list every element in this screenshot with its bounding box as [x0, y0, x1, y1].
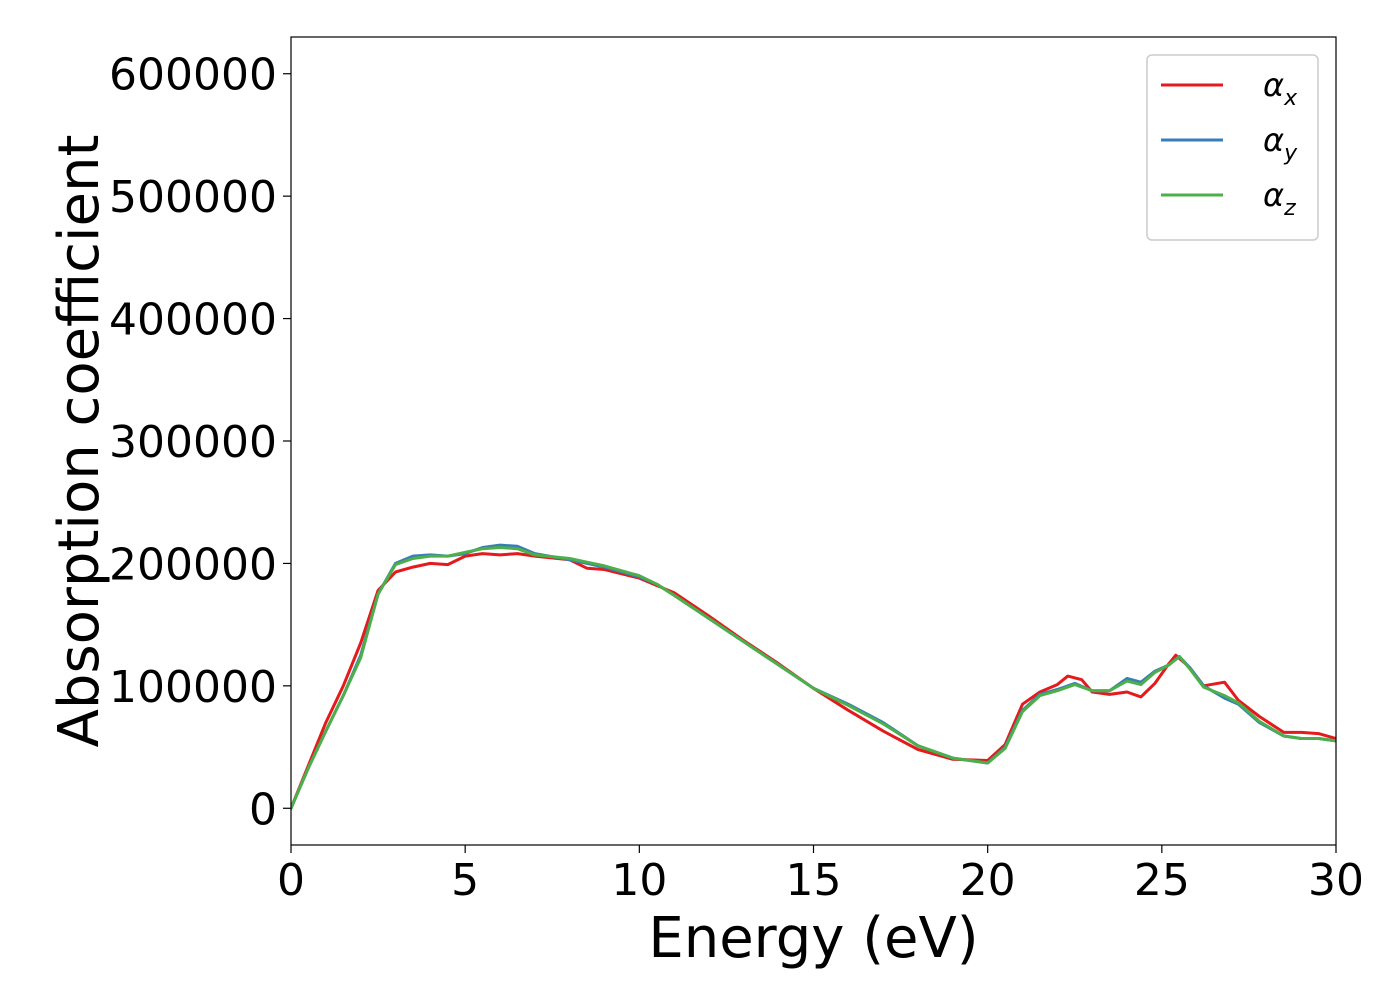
series-line-z [291, 546, 1336, 810]
x-tick-label: 5 [451, 855, 479, 906]
x-tick-label: 0 [277, 855, 305, 906]
y-tick-label: 400000 [109, 295, 277, 346]
y-tick-label: 300000 [109, 417, 277, 468]
x-tick-label: 10 [611, 855, 667, 906]
y-tick-label: 500000 [109, 172, 277, 223]
x-tick-label: 30 [1308, 855, 1364, 906]
x-axis-ticks: 0 5 10 15 20 25 30 [277, 845, 1364, 906]
x-axis-label: Energy (eV) [648, 906, 978, 971]
series-layer [291, 543, 1336, 810]
legend-label-z: αz [1263, 176, 1296, 221]
y-axis-ticks: 0 100000 200000 300000 400000 500000 600000 [109, 50, 291, 835]
y-tick-label: 600000 [109, 50, 277, 101]
legend-label-x: αx [1263, 66, 1298, 111]
legend: αx αy αz [1146, 54, 1319, 241]
x-tick-label: 25 [1134, 855, 1190, 906]
y-tick-label: 100000 [109, 662, 277, 713]
legend-label-y: αy [1263, 121, 1298, 166]
x-tick-label: 15 [786, 855, 842, 906]
x-tick-label: 20 [960, 855, 1016, 906]
y-axis-label: Absorption coefficient [47, 135, 112, 748]
y-tick-label: 0 [249, 784, 277, 835]
y-tick-label: 200000 [109, 539, 277, 590]
